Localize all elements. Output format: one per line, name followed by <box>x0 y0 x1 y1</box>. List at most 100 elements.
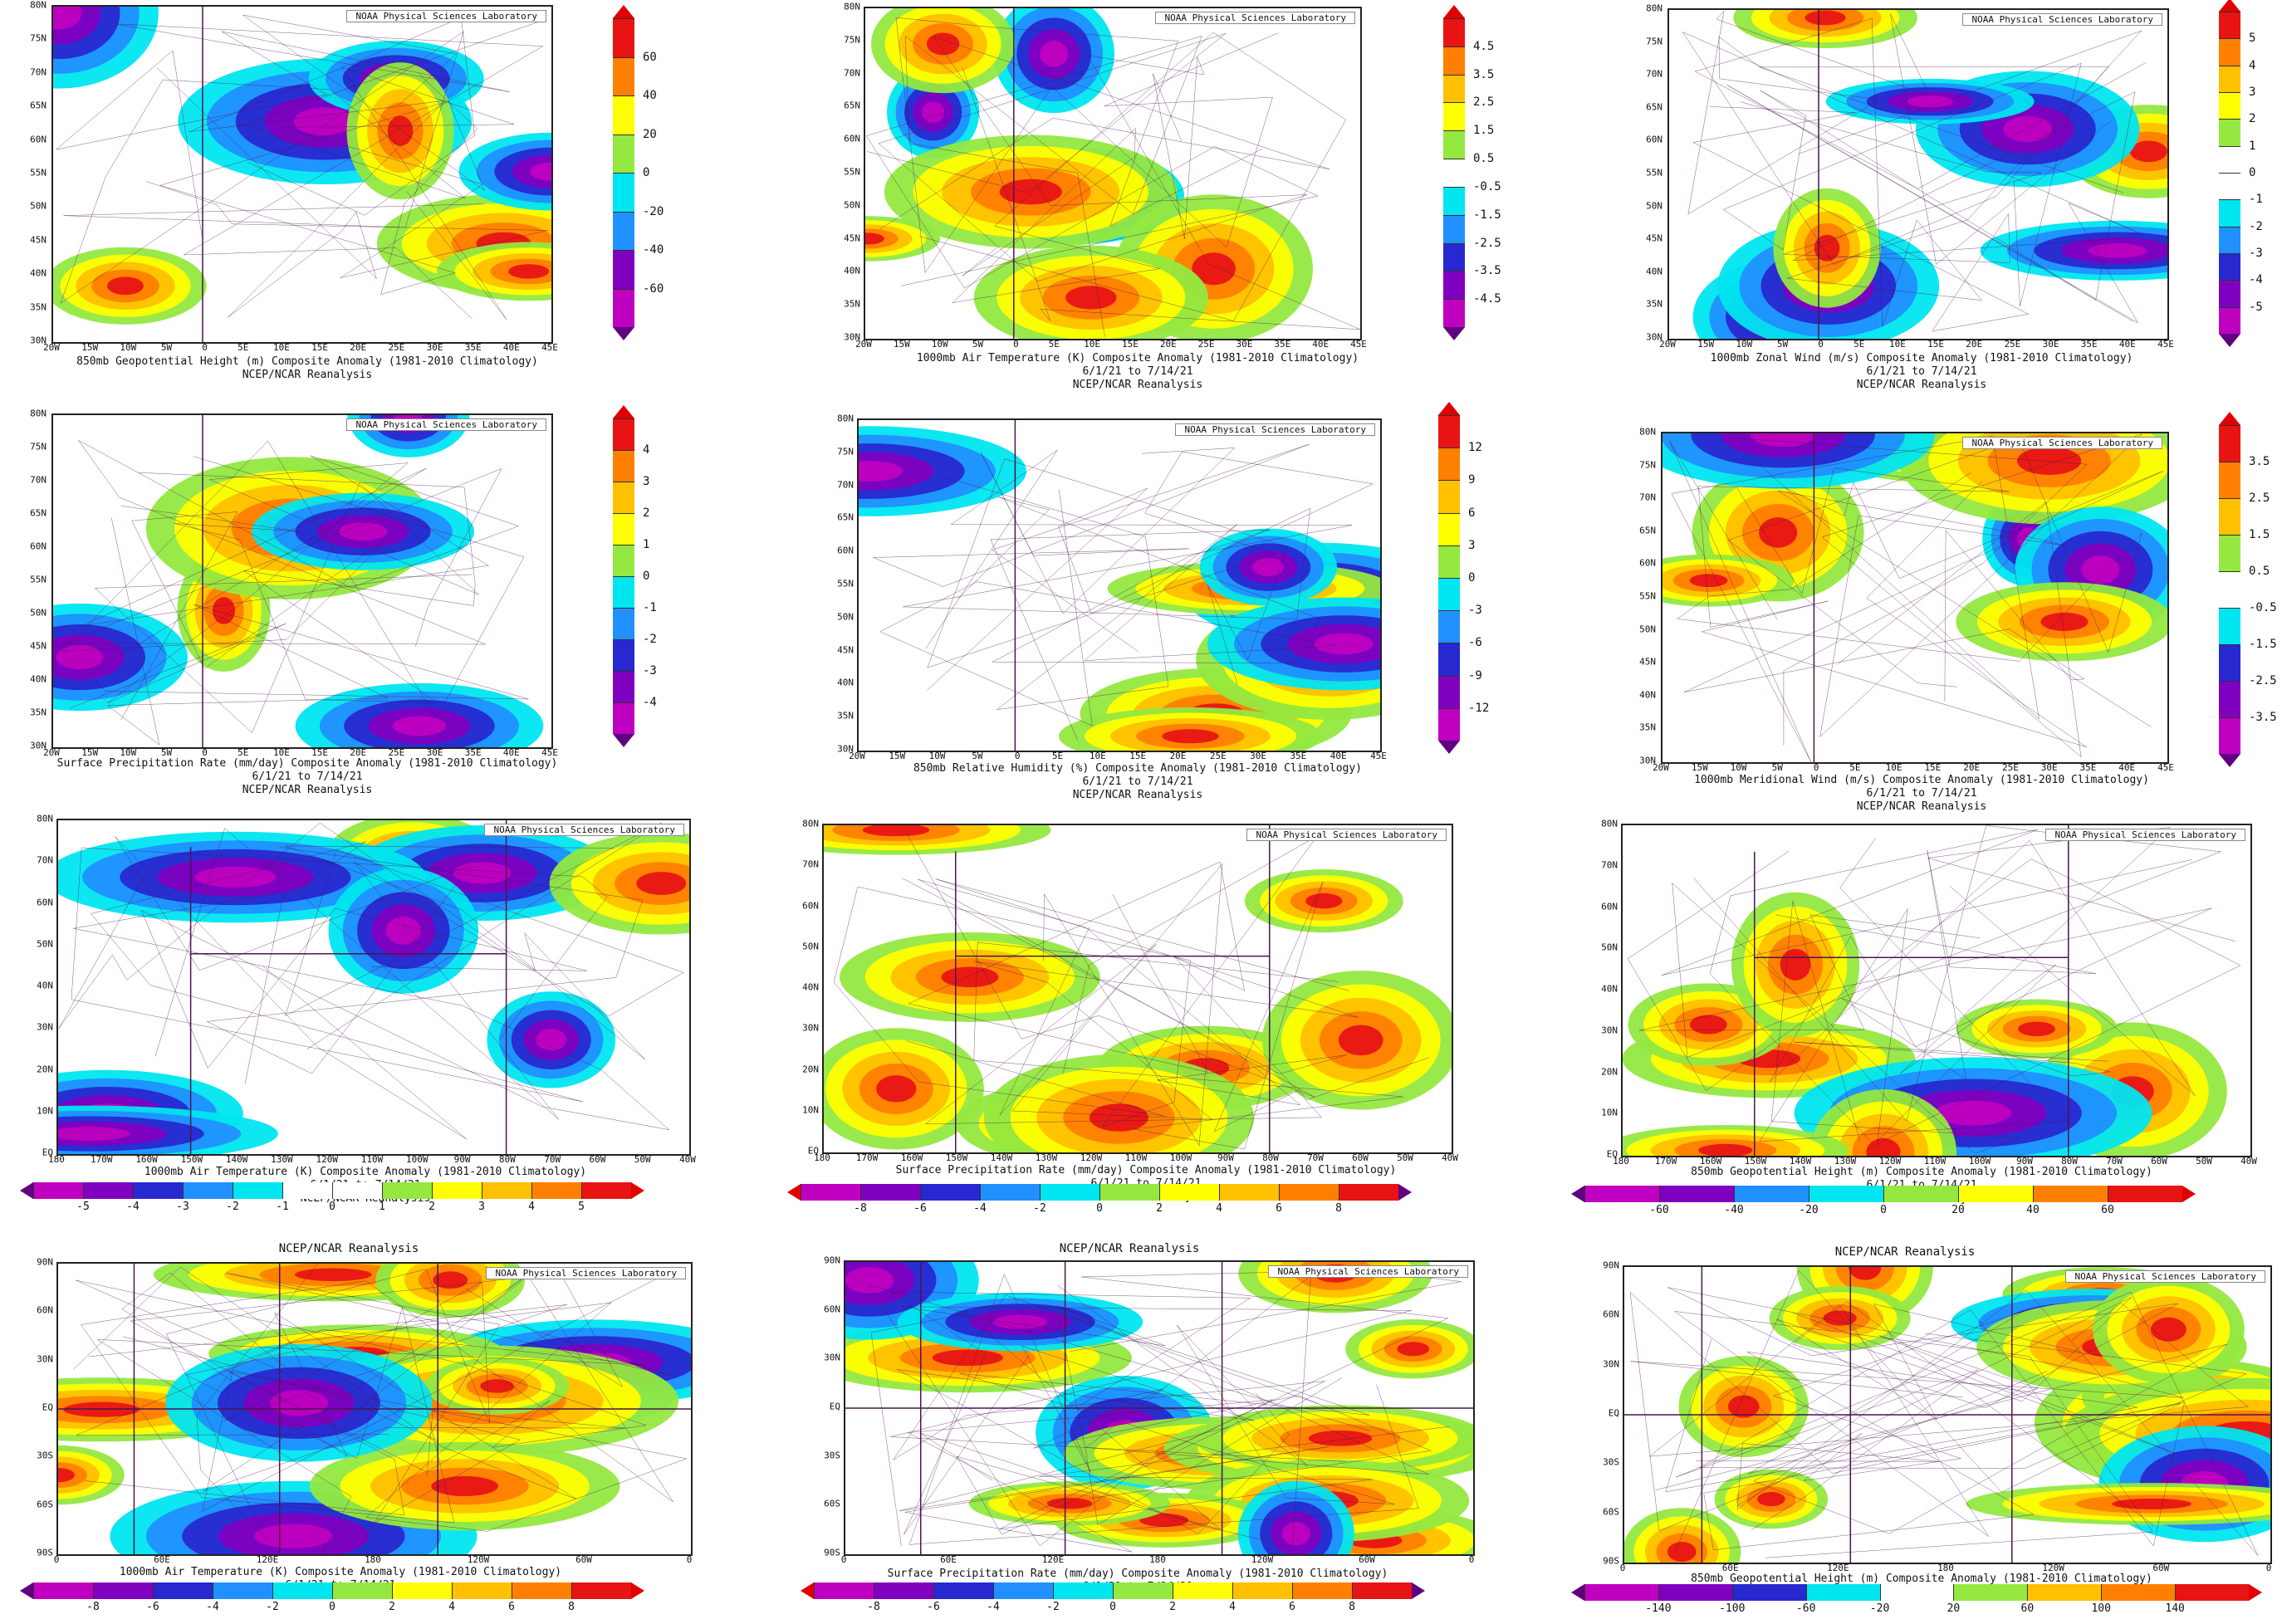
longitude-label: 180 <box>1149 1554 1166 1565</box>
negative-anomaly-contour <box>530 162 551 181</box>
colorbar-swatch <box>2219 119 2240 146</box>
latitude-label: 45N <box>30 234 47 246</box>
panel-850mb-height-north-america: NOAA Physical Sciences Laboratory 80N 70N… <box>1561 807 2282 1216</box>
panel-850mb-humidity-europe: NOAA Physical Sciences Laboratory 80N 75N… <box>764 402 1528 801</box>
latitude-label: 60N <box>844 133 860 144</box>
colorbar-swatch <box>282 1182 332 1199</box>
positive-anomaly-contour <box>1192 252 1236 286</box>
longitude-label: 150W <box>180 1154 203 1165</box>
longitude-label: 120W <box>1878 1156 1902 1167</box>
colorbar: 4 3 2 1 0 -1 -2 -3 -4 <box>613 405 657 747</box>
colorbar-end-arrow <box>2219 754 2240 767</box>
colorbar-swatch <box>2219 608 2240 644</box>
colorbar-tick-label: 20 <box>643 127 657 141</box>
colorbar-tick-label: -4 <box>2249 273 2263 287</box>
longitude-label: 90W <box>1217 1152 1234 1163</box>
map-plot: NOAA Physical Sciences Laboratory <box>822 824 1453 1154</box>
longitude-label: 20W <box>43 747 60 758</box>
longitude-label: 50W <box>634 1154 651 1165</box>
longitude-label: 15W <box>81 342 99 353</box>
colorbar-swatch <box>33 1582 93 1599</box>
panel-precipitation-north-america: NOAA Physical Sciences Laboratory 80N 70N… <box>764 807 1528 1215</box>
colorbar-swatch <box>874 1582 933 1599</box>
map-title: 850mb Geopotential Height (m) Composite … <box>76 355 538 368</box>
latitude-label: 80N <box>844 1 860 12</box>
longitude-label: 10W <box>928 751 946 761</box>
colorbar-swatch <box>531 1182 581 1199</box>
colorbar-swatch <box>1443 46 1465 75</box>
map-title: Surface Precipitation Rate (mm/day) Comp… <box>56 757 558 770</box>
credit-label: NOAA Physical Sciences Laboratory <box>346 418 546 431</box>
coastline <box>880 477 1337 726</box>
map-caption: Surface Precipitation Rate (mm/day) Comp… <box>0 757 639 797</box>
latitude-label: 60N <box>37 897 53 907</box>
colorbar-end-arrow <box>1412 1582 1425 1599</box>
longitude-label: 5W <box>972 751 983 761</box>
lon-axis: 180 170W 160W 150W 140W 130W 120W 110W 100W 90W 80… <box>48 1154 696 1167</box>
colorbar-tick-label: 6 <box>508 1601 515 1613</box>
latitude-label: 45N <box>1646 232 1663 244</box>
colorbar: -8 -6 -4 -2 0 2 4 6 8 <box>787 1184 1412 1215</box>
latitude-label: 30N <box>824 1352 840 1363</box>
longitude-label: 160W <box>900 1152 923 1163</box>
colorbar-swatch <box>233 1182 282 1199</box>
positive-anomaly-contour <box>294 1268 372 1282</box>
latitude-label: 70N <box>837 479 854 491</box>
latitude-label: 55N <box>837 578 854 589</box>
lat-axis: 80N 75N 70N 65N 60N 55N 50N 45N 40N 35N 30N <box>1624 427 1658 766</box>
colorbar-tick-label: 0 <box>643 166 650 179</box>
reanalysis-label: NCEP/NCAR Reanalysis <box>1834 1245 1976 1259</box>
latitude-label: 55N <box>1646 167 1663 179</box>
latitude-label: 65N <box>837 511 854 523</box>
colorbar-swatch <box>1658 1584 1732 1601</box>
positive-anomaly-contour <box>431 1475 499 1497</box>
longitude-label: 15W <box>889 751 906 761</box>
longitude-label: 130W <box>271 1154 293 1165</box>
negative-anomaly-contour <box>58 1127 130 1141</box>
colorbar-swatch <box>1232 1582 1292 1599</box>
map-plot: NOAA Physical Sciences Laboratory <box>51 413 553 749</box>
longitude-label: 5E <box>1051 751 1064 761</box>
longitude-label: 120W <box>467 1554 490 1565</box>
lat-axis: 80N 75N 70N 65N 60N 55N 50N 45N 40N 35N 30N <box>822 413 855 755</box>
longitude-label: 40E <box>502 747 520 758</box>
latitude-label: 65N <box>1646 101 1663 113</box>
coastline <box>920 1271 1449 1547</box>
negative-anomaly-contour <box>2081 555 2120 584</box>
longitude-label: 20E <box>1966 339 1983 350</box>
latitude-label: 80N <box>837 413 854 424</box>
colorbar-swatch <box>613 576 634 608</box>
coastline <box>73 1267 576 1499</box>
colorbar-tick-label: -1 <box>276 1201 289 1213</box>
longitude-label: 45E <box>541 747 558 758</box>
longitude-label: 40W <box>679 1154 696 1165</box>
colorbar-tick-label: -8 <box>86 1601 100 1613</box>
colorbar-tick-label: 2 <box>1156 1202 1163 1215</box>
longitude-label: 20E <box>1169 751 1187 761</box>
longitude-label: 10E <box>272 342 290 353</box>
colorbar-swatch <box>2175 1584 2249 1601</box>
latitude-label: 50N <box>1639 624 1656 635</box>
latitude-label: 30N <box>30 335 47 346</box>
longitude-label: 15W <box>1691 762 1708 773</box>
colorbar-swatch <box>2219 253 2240 281</box>
coastline <box>56 24 543 320</box>
colorbar-tick-label: -20 <box>643 204 664 218</box>
colorbar-swatch <box>1584 1584 1658 1601</box>
colorbar-swatch <box>613 513 634 545</box>
colorbar-swatch <box>1953 1584 2028 1601</box>
anomaly-field <box>1623 825 2250 1156</box>
colorbar-end-arrow <box>2219 0 2240 12</box>
reanalysis-label: NCEP/NCAR Reanalysis <box>242 369 373 381</box>
negative-anomaly-contour <box>1751 433 1816 448</box>
positive-anomaly-contour <box>1308 1430 1373 1446</box>
latitude-label: 50N <box>802 941 819 952</box>
coastline <box>1677 438 2142 687</box>
colorbar-swatch <box>2219 145 2240 173</box>
longitude-label: 10E <box>1888 339 1906 350</box>
colorbar-swatch <box>392 1582 452 1599</box>
negative-anomaly-contour <box>269 1390 329 1416</box>
colorbar-tick-label: 0 <box>1096 1202 1103 1215</box>
positive-anomaly-contour <box>2017 447 2082 475</box>
colorbar-tick-label: -100 <box>1719 1602 1746 1615</box>
